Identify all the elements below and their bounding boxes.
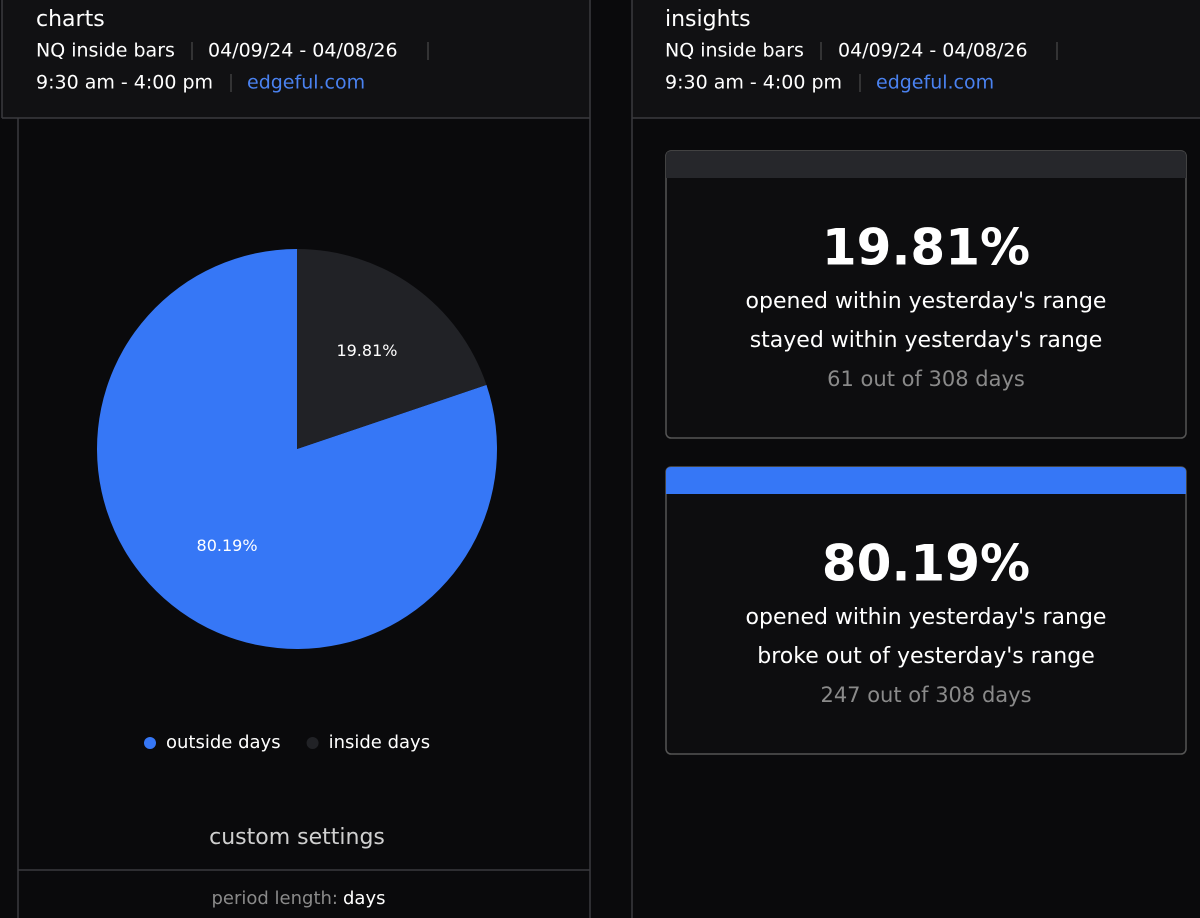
insight-text: opened within yesterday's range: [746, 289, 1107, 314]
insight-count: 61 out of 308 days: [827, 367, 1025, 391]
charts-header-bg: [2, 0, 590, 118]
insight-text: broke out of yesterday's range: [757, 644, 1094, 669]
session: 9:30 am - 4:00 pm: [665, 72, 842, 94]
setting-label: period length:: [211, 888, 338, 909]
insight-value: 80.19%: [822, 535, 1030, 593]
instrument: NQ inside bars: [36, 40, 175, 62]
legend-marker: [306, 737, 319, 749]
settings-title[interactable]: custom settings: [209, 825, 385, 850]
source-link[interactable]: edgeful.com: [876, 72, 994, 94]
date-range: 04/09/24 - 04/08/26: [838, 40, 1028, 62]
source-link[interactable]: edgeful.com: [247, 72, 365, 94]
date-range: 04/09/24 - 04/08/26: [208, 40, 398, 62]
panel-title: insights: [665, 7, 751, 32]
session: 9:30 am - 4:00 pm: [36, 72, 213, 94]
legend-marker: [144, 737, 156, 749]
insight-value: 19.81%: [822, 219, 1030, 277]
insight-count: 247 out of 308 days: [820, 683, 1031, 707]
pie-slice: [97, 249, 497, 650]
pie-slice: [297, 249, 487, 449]
setting-value: days: [343, 888, 386, 909]
instrument: NQ inside bars: [665, 40, 804, 62]
insight-card-bar: [666, 151, 1186, 178]
insight-text: opened within yesterday's range: [746, 605, 1107, 630]
slice-label: 80.19%: [197, 536, 258, 555]
insight-card-bar: [666, 467, 1186, 494]
insight-text: stayed within yesterday's range: [750, 328, 1103, 353]
legend-label: inside days: [329, 732, 431, 753]
legend-label: outside days: [166, 732, 281, 753]
panel-title: charts: [36, 7, 105, 32]
insights-header-bg: [632, 0, 1200, 118]
slice-label: 19.81%: [336, 341, 397, 360]
